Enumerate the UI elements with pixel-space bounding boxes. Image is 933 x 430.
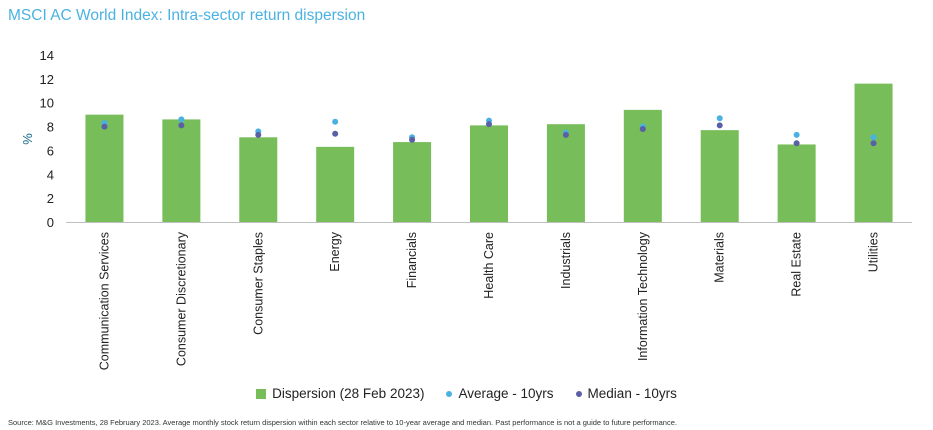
source-note: Source: M&G Investments, 28 February 202… — [8, 418, 677, 427]
average-dot — [870, 134, 877, 141]
median-dot — [870, 140, 877, 147]
bar — [700, 130, 739, 222]
y-axis-label: % — [20, 133, 35, 145]
bar — [162, 119, 201, 222]
bar-chart: 0 2 4 6 8 10 12 14% Communication Services Consum… — [20, 48, 912, 370]
x-category-label: Financials — [405, 232, 419, 288]
x-category-label: Energy — [328, 231, 342, 271]
bar — [239, 137, 278, 222]
chart-title: MSCI AC World Index: Intra-sector return… — [8, 7, 366, 24]
legend: Dispersion (28 Feb 2023) Average - 10yrs… — [0, 386, 933, 401]
median-dot — [255, 131, 262, 138]
x-category-label: Industrials — [559, 232, 573, 289]
y-tick-label: 10 — [40, 96, 54, 111]
y-tick-label: 0 — [47, 215, 54, 230]
median-dot — [562, 131, 569, 138]
legend-item-median: Median - 10yrs — [575, 386, 677, 401]
x-category-label: Consumer Staples — [251, 232, 265, 335]
legend-swatch-median — [575, 390, 582, 397]
bar — [316, 146, 355, 222]
bar — [546, 124, 585, 222]
median-dot — [332, 130, 339, 137]
y-tick-label: 6 — [47, 143, 54, 158]
x-category-label: Information Technology — [636, 231, 650, 361]
y-tick-label: 2 — [47, 191, 54, 206]
average-dot — [793, 131, 800, 138]
median-dot — [639, 125, 646, 132]
average-dot — [178, 116, 185, 123]
x-category-label: Materials — [713, 232, 727, 283]
x-category-label: Health Care — [482, 232, 496, 299]
median-dot — [716, 122, 723, 129]
legend-swatch-dispersion — [256, 388, 267, 399]
bar — [854, 83, 893, 222]
x-category-label: Consumer Discretionary — [174, 231, 188, 366]
y-tick-label: 14 — [40, 48, 54, 63]
median-dot — [409, 136, 416, 143]
bar — [393, 142, 432, 222]
legend-label-median: Median - 10yrs — [587, 386, 677, 401]
legend-item-dispersion: Dispersion (28 Feb 2023) — [256, 386, 424, 401]
y-tick-label: 4 — [47, 167, 54, 182]
x-category-label: Real Estate — [790, 232, 804, 297]
bar — [470, 125, 508, 222]
median-dot — [101, 123, 108, 130]
bar — [85, 114, 124, 222]
average-dot — [716, 115, 723, 122]
legend-item-average: Average - 10yrs — [446, 386, 554, 401]
median-dot — [178, 122, 185, 129]
median-dot — [486, 121, 492, 128]
legend-swatch-average — [446, 390, 453, 397]
legend-label-dispersion: Dispersion (28 Feb 2023) — [272, 386, 425, 401]
x-category-label: Utilities — [867, 232, 881, 272]
bar — [777, 144, 816, 222]
median-dot — [793, 140, 800, 147]
y-tick-label: 12 — [40, 72, 54, 87]
legend-label-average: Average - 10yrs — [458, 386, 554, 401]
average-dot — [332, 118, 339, 125]
y-tick-label: 8 — [47, 120, 54, 135]
x-category-label: Communication Services — [97, 232, 111, 370]
